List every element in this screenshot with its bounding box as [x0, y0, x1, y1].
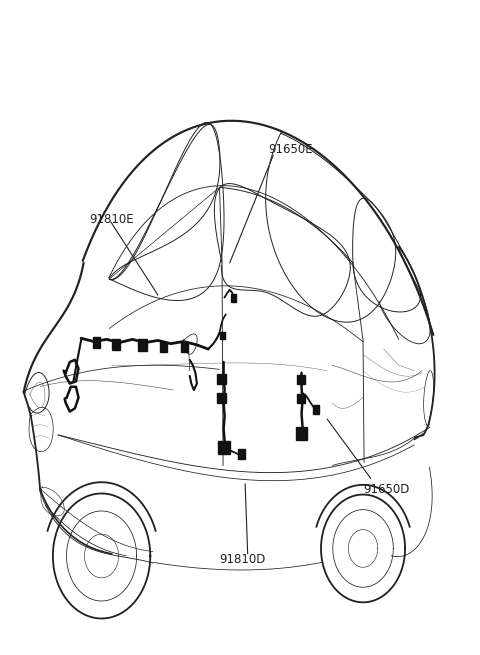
Bar [139, 339, 147, 350]
Bar [238, 449, 245, 459]
Bar [298, 394, 305, 403]
Bar [93, 337, 100, 348]
Text: 91810D: 91810D [219, 553, 266, 566]
Bar [298, 375, 305, 384]
Bar [217, 393, 226, 403]
Bar [231, 294, 237, 302]
Text: 91650E: 91650E [268, 143, 313, 156]
Bar [218, 441, 230, 454]
Bar [181, 341, 188, 352]
Bar [220, 332, 225, 339]
Text: 91650D: 91650D [363, 483, 409, 496]
Text: 91810E: 91810E [89, 214, 133, 226]
Bar [296, 426, 307, 440]
Bar [159, 341, 167, 352]
Bar [313, 405, 319, 414]
Bar [112, 339, 120, 350]
Bar [217, 374, 226, 384]
